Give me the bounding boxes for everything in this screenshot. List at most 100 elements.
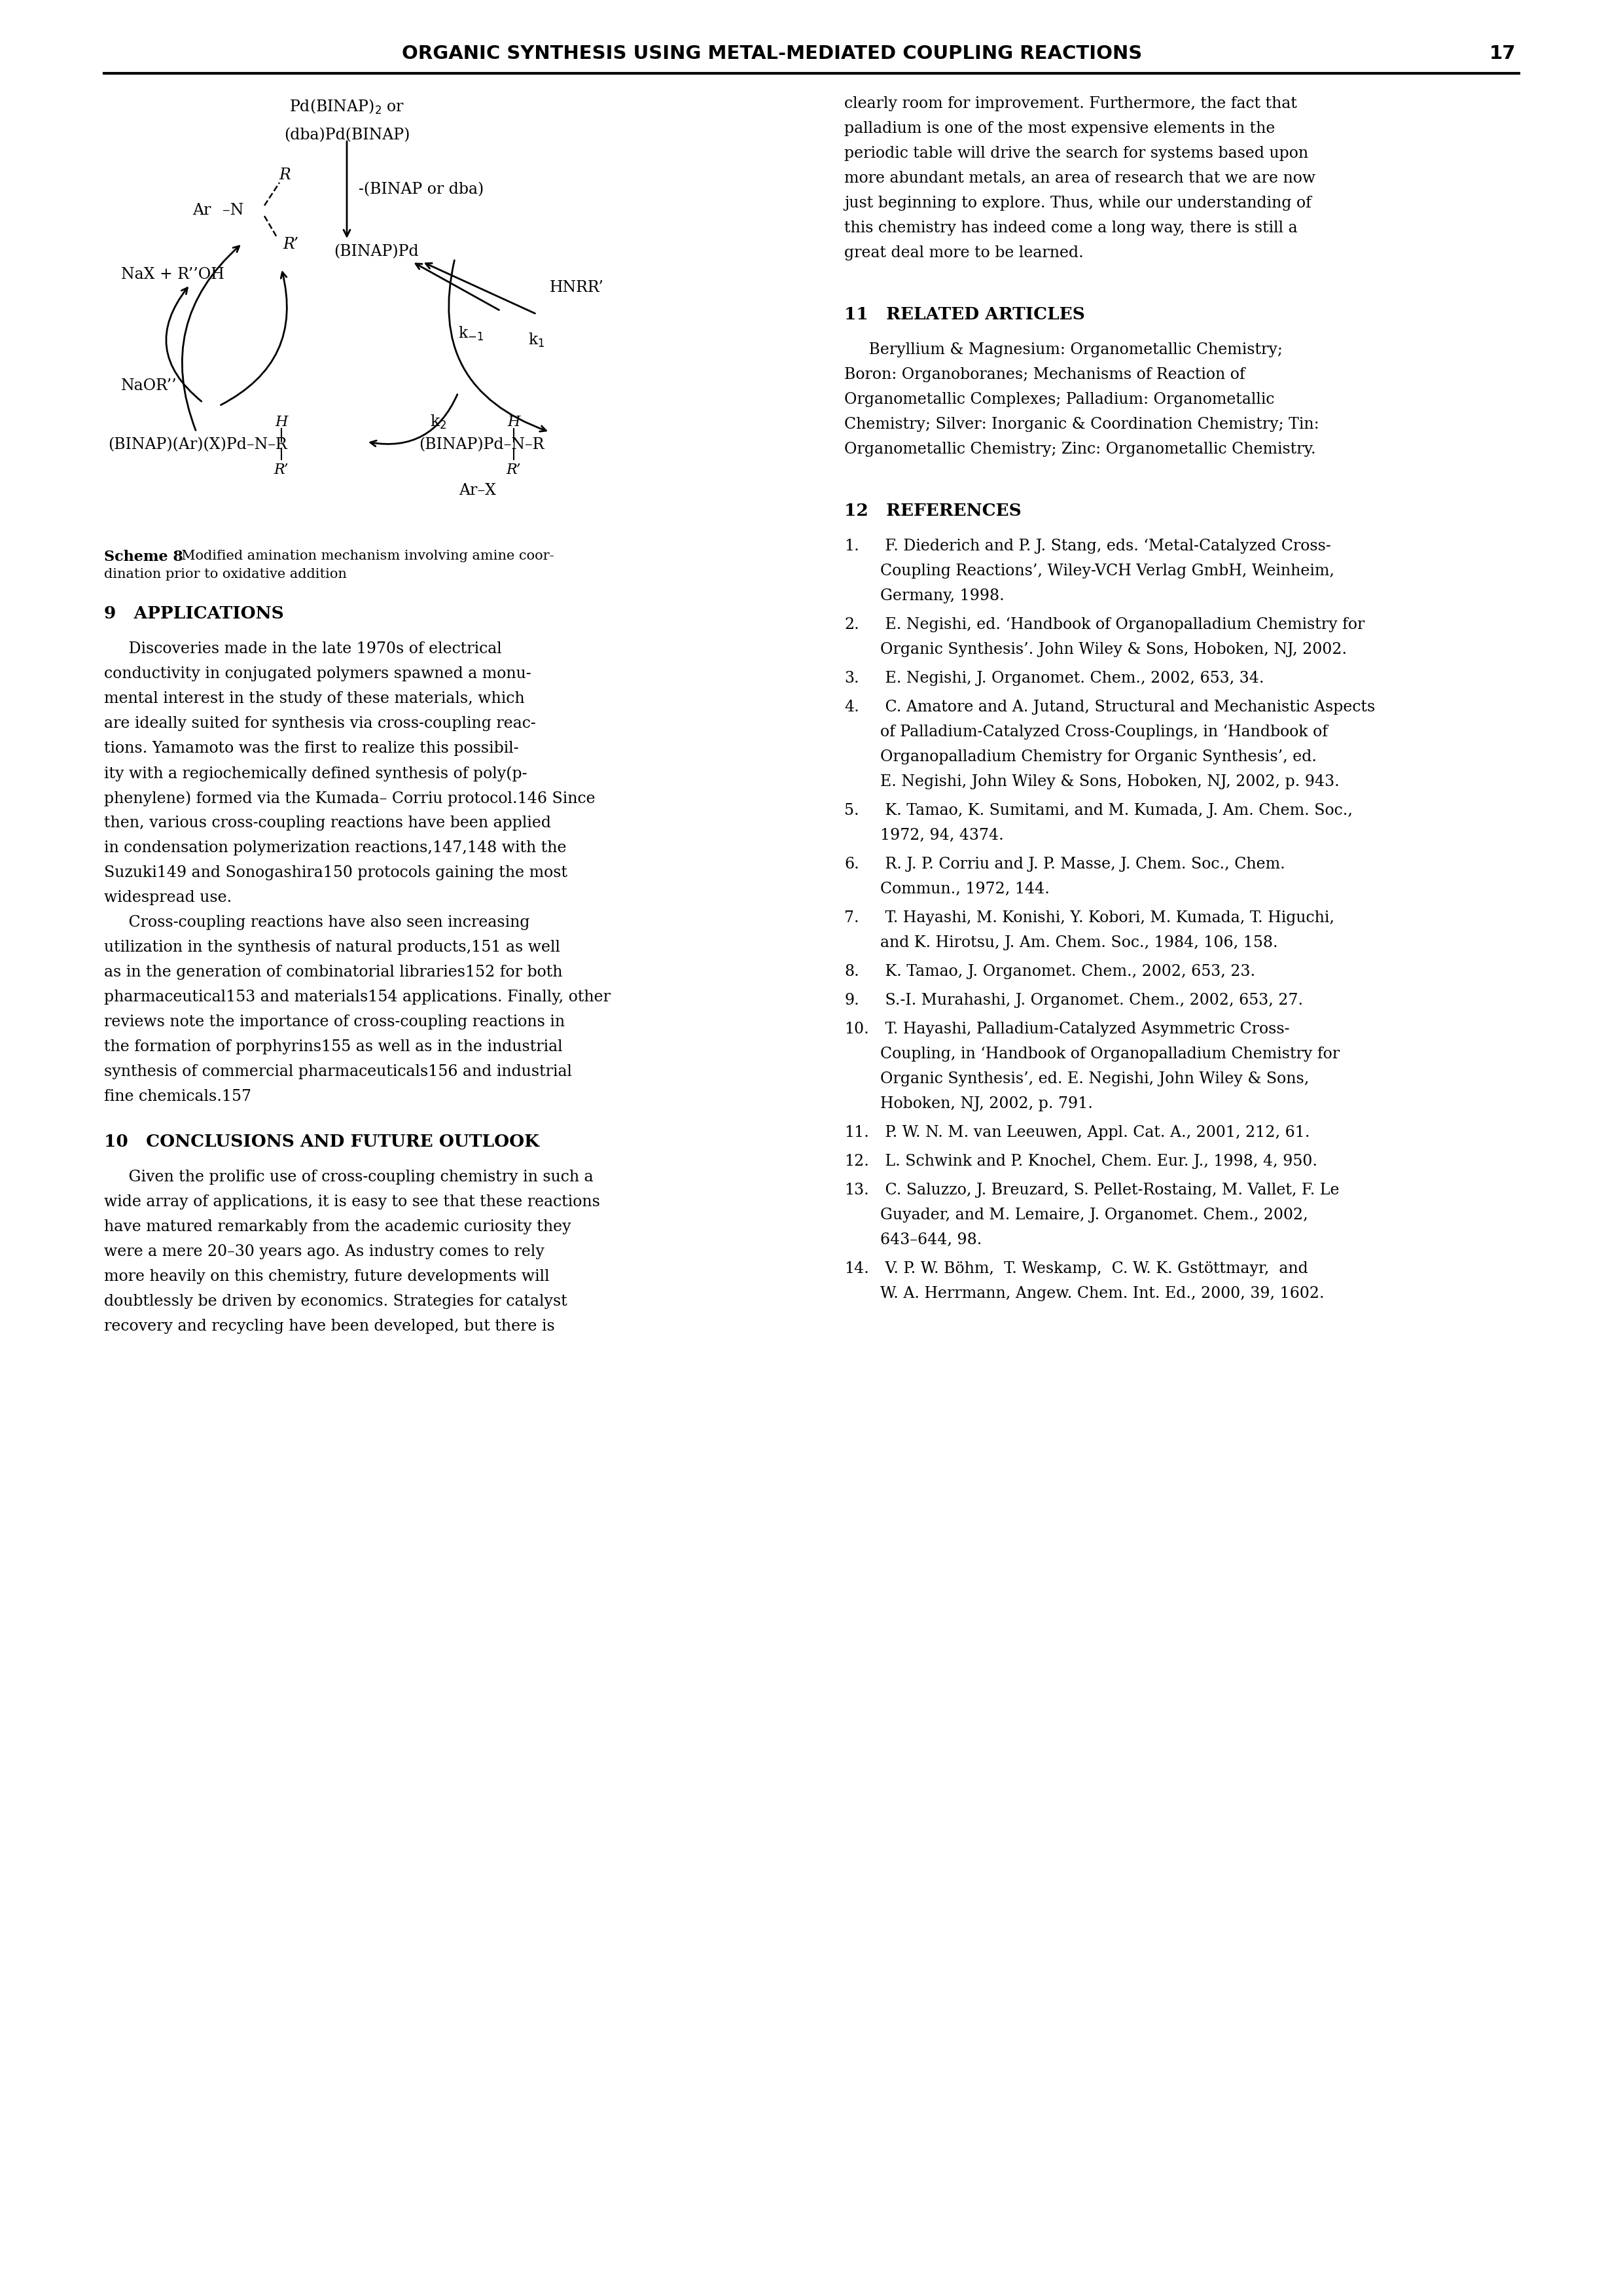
Text: recovery and recycling have been developed, but there is: recovery and recycling have been develop… [104,1318,555,1334]
Text: 643–644, 98.: 643–644, 98. [880,1233,982,1247]
Text: Cross-coupling reactions have also seen increasing: Cross-coupling reactions have also seen … [104,916,529,930]
Text: NaOR’’: NaOR’’ [122,379,177,393]
Text: k$_{-1}$: k$_{-1}$ [458,326,484,342]
Text: E. Negishi, John Wiley & Sons, Hoboken, NJ, 2002, p. 943.: E. Negishi, John Wiley & Sons, Hoboken, … [880,774,1339,790]
Text: C. Amatore and A. Jutand, Structural and Mechanistic Aspects: C. Amatore and A. Jutand, Structural and… [880,700,1375,714]
Text: dination prior to oxidative addition: dination prior to oxidative addition [104,567,347,581]
Text: Chemistry; Silver: Inorganic & Coordination Chemistry; Tin:: Chemistry; Silver: Inorganic & Coordinat… [844,418,1319,432]
Text: C. Saluzzo, J. Breuzard, S. Pellet-Rostaing, M. Vallet, F. Le: C. Saluzzo, J. Breuzard, S. Pellet-Rosta… [880,1182,1339,1199]
Text: ORGANIC SYNTHESIS USING METAL-MEDIATED COUPLING REACTIONS: ORGANIC SYNTHESIS USING METAL-MEDIATED C… [403,44,1143,62]
Text: k$_1$: k$_1$ [529,331,545,349]
Text: 1972, 94, 4374.: 1972, 94, 4374. [880,829,1003,843]
Text: Organometallic Complexes; Palladium: Organometallic: Organometallic Complexes; Palladium: Org… [844,393,1274,406]
Text: Hoboken, NJ, 2002, p. 791.: Hoboken, NJ, 2002, p. 791. [880,1095,1092,1111]
Text: just beginning to explore. Thus, while our understanding of: just beginning to explore. Thus, while o… [844,195,1311,211]
Text: 3.: 3. [844,670,859,687]
Text: palladium is one of the most expensive elements in the: palladium is one of the most expensive e… [844,122,1276,135]
Text: V. P. W. Böhm,  T. Weskamp,  C. W. K. Gstöttmayr,  and: V. P. W. Böhm, T. Weskamp, C. W. K. Gstö… [880,1261,1308,1277]
Text: 9   APPLICATIONS: 9 APPLICATIONS [104,606,284,622]
Text: k$_2$: k$_2$ [430,413,446,432]
Text: HNRR’: HNRR’ [550,280,604,296]
Text: –N: –N [222,204,243,218]
Text: fine chemicals.157: fine chemicals.157 [104,1088,252,1104]
Text: Scheme 8: Scheme 8 [104,549,183,565]
Text: 12.: 12. [844,1155,868,1169]
Text: pharmaceutical153 and materials154 applications. Finally, other: pharmaceutical153 and materials154 appli… [104,990,610,1006]
Text: Organometallic Chemistry; Zinc: Organometallic Chemistry.: Organometallic Chemistry; Zinc: Organome… [844,441,1316,457]
Text: 9.: 9. [844,992,859,1008]
Text: K. Tamao, K. Sumitami, and M. Kumada, J. Am. Chem. Soc.,: K. Tamao, K. Sumitami, and M. Kumada, J.… [880,804,1352,817]
Text: ity with a regiochemically defined synthesis of poly(p-: ity with a regiochemically defined synth… [104,767,527,781]
Text: mental interest in the study of these materials, which: mental interest in the study of these ma… [104,691,524,707]
Text: 10.: 10. [844,1022,868,1038]
Text: Discoveries made in the late 1970s of electrical: Discoveries made in the late 1970s of el… [104,641,502,657]
Text: 11.: 11. [844,1125,868,1141]
Text: R’: R’ [274,464,289,478]
Text: (dba)Pd(BINAP): (dba)Pd(BINAP) [284,129,409,142]
Text: then, various cross-coupling reactions have been applied: then, various cross-coupling reactions h… [104,815,552,831]
Text: (BINAP)Pd–N–R: (BINAP)Pd–N–R [419,439,544,452]
Text: E. Negishi, ed. ‘Handbook of Organopalladium Chemistry for: E. Negishi, ed. ‘Handbook of Organopalla… [880,618,1365,631]
Text: Commun., 1972, 144.: Commun., 1972, 144. [880,882,1050,898]
Text: doubtlessly be driven by economics. Strategies for catalyst: doubtlessly be driven by economics. Stra… [104,1295,566,1309]
Text: phenylene) formed via the Kumada– Corriu protocol.146 Since: phenylene) formed via the Kumada– Corriu… [104,790,596,806]
Text: Coupling Reactions’, Wiley-VCH Verlag GmbH, Weinheim,: Coupling Reactions’, Wiley-VCH Verlag Gm… [880,563,1334,579]
Text: R’: R’ [282,236,299,253]
Text: R: R [279,168,291,181]
Text: this chemistry has indeed come a long way, there is still a: this chemistry has indeed come a long wa… [844,220,1297,236]
Text: Given the prolific use of cross-coupling chemistry in such a: Given the prolific use of cross-coupling… [104,1169,594,1185]
Text: widespread use.: widespread use. [104,891,232,905]
Text: clearly room for improvement. Furthermore, the fact that: clearly room for improvement. Furthermor… [844,96,1297,110]
Text: Suzuki149 and Sonogashira150 protocols gaining the most: Suzuki149 and Sonogashira150 protocols g… [104,866,568,879]
Text: H: H [508,416,519,429]
Text: Boron: Organoboranes; Mechanisms of Reaction of: Boron: Organoboranes; Mechanisms of Reac… [844,367,1245,381]
Text: as in the generation of combinatorial libraries152 for both: as in the generation of combinatorial li… [104,964,563,980]
Text: T. Hayashi, M. Konishi, Y. Kobori, M. Kumada, T. Higuchi,: T. Hayashi, M. Konishi, Y. Kobori, M. Ku… [880,912,1334,925]
Text: utilization in the synthesis of natural products,151 as well: utilization in the synthesis of natural … [104,939,560,955]
Text: were a mere 20–30 years ago. As industry comes to rely: were a mere 20–30 years ago. As industry… [104,1244,544,1258]
Text: Pd(BINAP)$_2$ or: Pd(BINAP)$_2$ or [289,99,404,117]
Text: P. W. N. M. van Leeuwen, Appl. Cat. A., 2001, 212, 61.: P. W. N. M. van Leeuwen, Appl. Cat. A., … [880,1125,1310,1141]
Text: -(BINAP or dba): -(BINAP or dba) [359,181,484,197]
Text: W. A. Herrmann, Angew. Chem. Int. Ed., 2000, 39, 1602.: W. A. Herrmann, Angew. Chem. Int. Ed., 2… [880,1286,1324,1302]
Text: conductivity in conjugated polymers spawned a monu-: conductivity in conjugated polymers spaw… [104,666,531,682]
Text: 14.: 14. [844,1261,868,1277]
Text: reviews note the importance of cross-coupling reactions in: reviews note the importance of cross-cou… [104,1015,565,1029]
Text: H: H [274,416,287,429]
Text: 1.: 1. [844,540,859,553]
Text: great deal more to be learned.: great deal more to be learned. [844,246,1084,259]
Text: NaX + R’’OH: NaX + R’’OH [122,266,224,282]
Text: 6.: 6. [844,856,859,872]
Text: 17: 17 [1488,44,1516,62]
Text: of Palladium-Catalyzed Cross-Couplings, in ‘Handbook of: of Palladium-Catalyzed Cross-Couplings, … [880,726,1328,739]
Text: R. J. P. Corriu and J. P. Masse, J. Chem. Soc., Chem.: R. J. P. Corriu and J. P. Masse, J. Chem… [880,856,1285,872]
Text: in condensation polymerization reactions,147,148 with the: in condensation polymerization reactions… [104,840,566,856]
Text: 12   REFERENCES: 12 REFERENCES [844,503,1021,519]
Text: 7.: 7. [844,912,859,925]
Text: the formation of porphyrins155 as well as in the industrial: the formation of porphyrins155 as well a… [104,1040,563,1054]
Text: Modified amination mechanism involving amine coor-: Modified amination mechanism involving a… [172,549,553,563]
Text: (BINAP)(Ar)(X)Pd–N–R: (BINAP)(Ar)(X)Pd–N–R [109,439,287,452]
Text: L. Schwink and P. Knochel, Chem. Eur. J., 1998, 4, 950.: L. Schwink and P. Knochel, Chem. Eur. J.… [880,1155,1318,1169]
Text: more abundant metals, an area of research that we are now: more abundant metals, an area of researc… [844,170,1316,186]
Text: more heavily on this chemistry, future developments will: more heavily on this chemistry, future d… [104,1270,550,1283]
Text: (BINAP)Pd: (BINAP)Pd [334,243,419,259]
Text: 13.: 13. [844,1182,868,1199]
Text: Germany, 1998.: Germany, 1998. [880,588,1005,604]
Text: Ar: Ar [192,204,211,218]
Text: are ideally suited for synthesis via cross-coupling reac-: are ideally suited for synthesis via cro… [104,716,536,730]
Text: 5.: 5. [844,804,859,817]
Text: F. Diederich and P. J. Stang, eds. ‘Metal-Catalyzed Cross-: F. Diederich and P. J. Stang, eds. ‘Meta… [880,540,1331,553]
Text: Organopalladium Chemistry for Organic Synthesis’, ed.: Organopalladium Chemistry for Organic Sy… [880,748,1316,765]
Text: Beryllium & Magnesium: Organometallic Chemistry;: Beryllium & Magnesium: Organometallic Ch… [844,342,1282,358]
Text: wide array of applications, it is easy to see that these reactions: wide array of applications, it is easy t… [104,1194,601,1210]
Text: 11   RELATED ARTICLES: 11 RELATED ARTICLES [844,305,1084,324]
Text: Organic Synthesis’. John Wiley & Sons, Hoboken, NJ, 2002.: Organic Synthesis’. John Wiley & Sons, H… [880,643,1347,657]
Text: 4.: 4. [844,700,859,714]
Text: tions. Yamamoto was the first to realize this possibil-: tions. Yamamoto was the first to realize… [104,742,519,755]
Text: E. Negishi, J. Organomet. Chem., 2002, 653, 34.: E. Negishi, J. Organomet. Chem., 2002, 6… [880,670,1264,687]
Text: T. Hayashi, Palladium-Catalyzed Asymmetric Cross-: T. Hayashi, Palladium-Catalyzed Asymmetr… [880,1022,1290,1038]
Text: Coupling, in ‘Handbook of Organopalladium Chemistry for: Coupling, in ‘Handbook of Organopalladiu… [880,1047,1339,1061]
Text: 10   CONCLUSIONS AND FUTURE OUTLOOK: 10 CONCLUSIONS AND FUTURE OUTLOOK [104,1134,539,1150]
Text: Organic Synthesis’, ed. E. Negishi, John Wiley & Sons,: Organic Synthesis’, ed. E. Negishi, John… [880,1072,1310,1086]
